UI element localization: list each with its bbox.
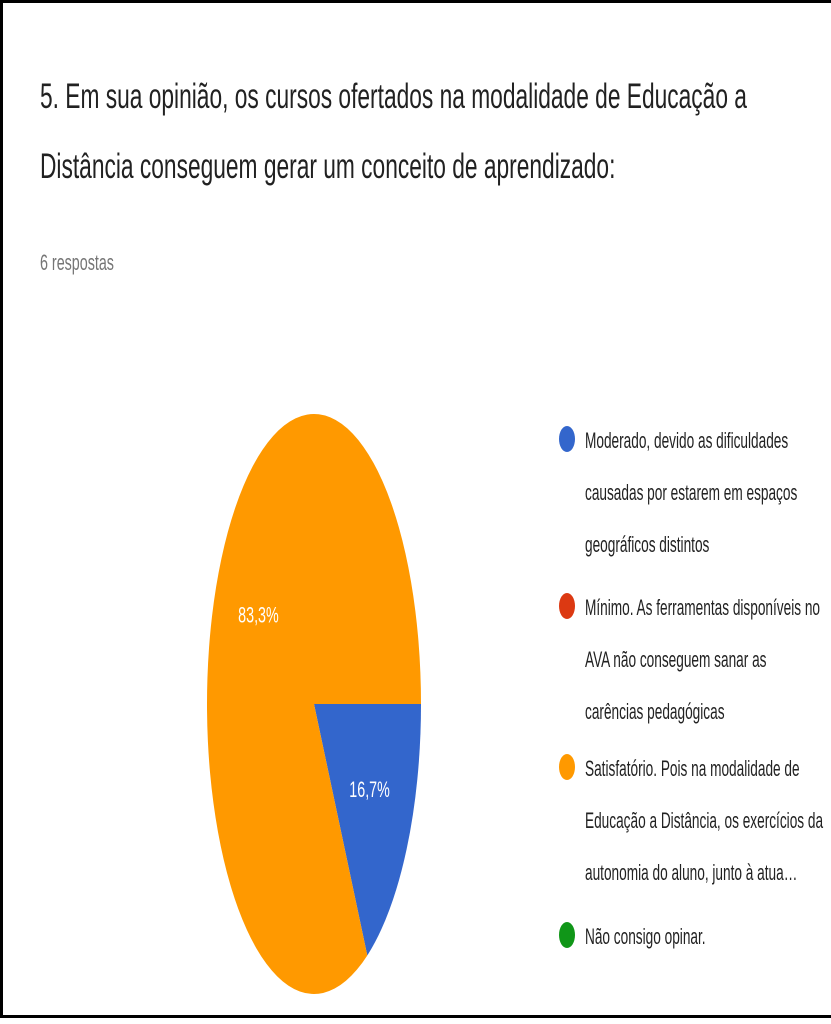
legend-swatch [559, 426, 575, 452]
pie-slice [314, 704, 421, 956]
legend-swatch [559, 593, 575, 619]
legend-swatch [559, 922, 575, 948]
legend-swatch [559, 754, 575, 780]
response-count: 6 respostas [40, 250, 114, 275]
slice-label: 16,7% [349, 777, 390, 802]
legend-label: Não consigo opinar. [585, 924, 706, 949]
pie-slice [207, 414, 421, 995]
slice-label: 83,3% [238, 603, 279, 628]
legend-label: Moderado, devido as dificuldades causada… [585, 428, 798, 557]
legend-label: Satisfatório. Pois na modalidade de Educ… [585, 756, 824, 885]
legend-label: Mínimo. As ferramentas disponíveis no AV… [585, 595, 821, 724]
chart-title: 5. Em sua opinião, os cursos ofertados n… [40, 77, 747, 186]
